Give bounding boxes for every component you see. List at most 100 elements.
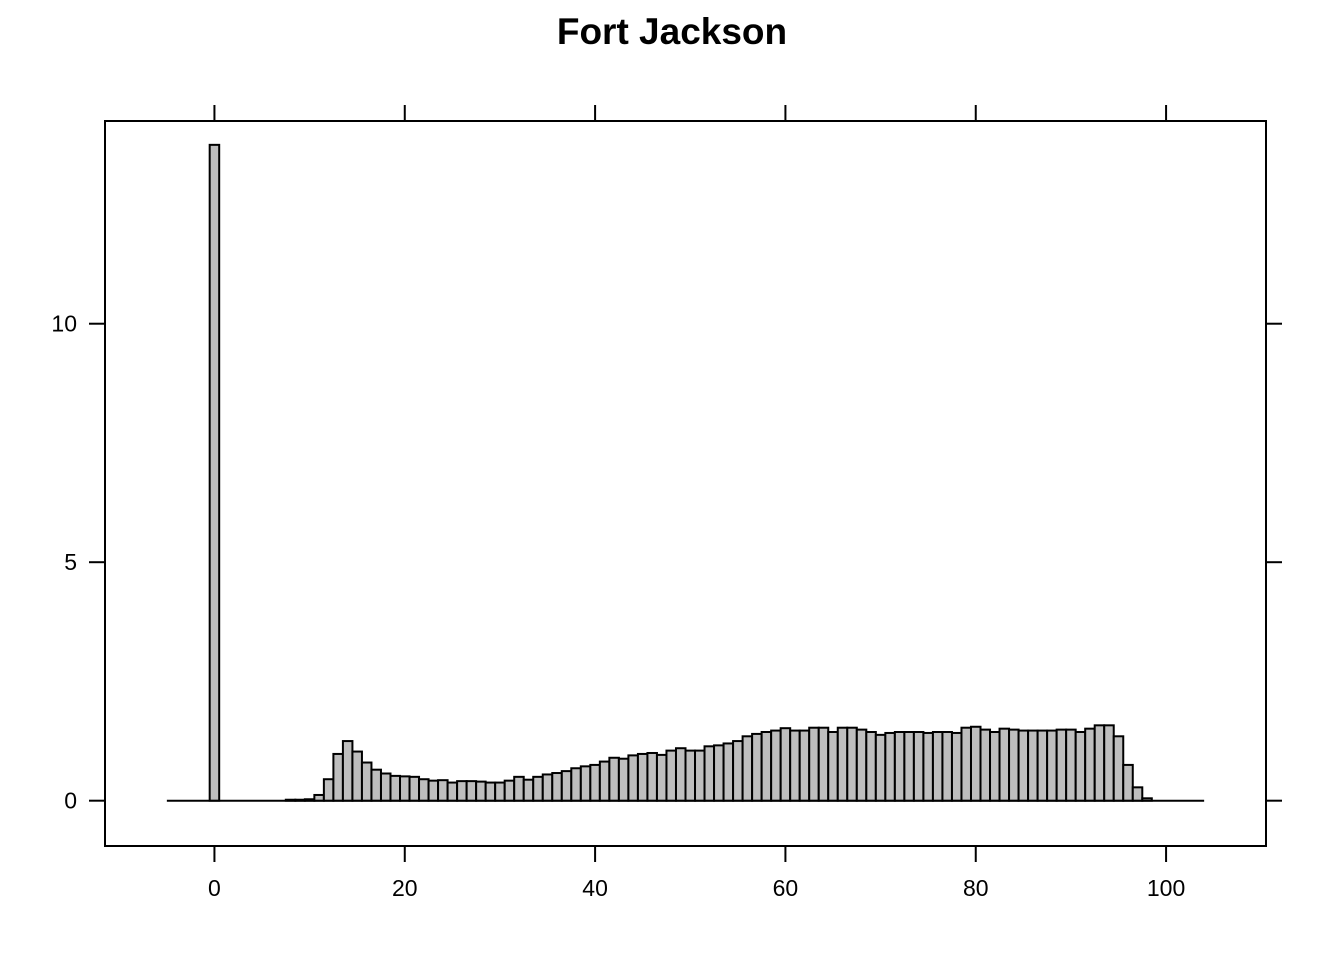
histogram-bar: [418, 778, 430, 802]
histogram-bar: [560, 770, 573, 802]
histogram-bar: [817, 726, 830, 802]
x-tick-label: 40: [582, 875, 608, 901]
histogram-bar: [617, 757, 630, 802]
histogram-bar: [751, 732, 763, 802]
histogram-bar: [503, 779, 516, 802]
histogram-bar: [551, 772, 563, 802]
histogram-bar: [446, 781, 459, 802]
histogram-bar: [989, 731, 1001, 802]
histogram-bar: [484, 781, 497, 802]
histogram-bar: [884, 731, 896, 802]
histogram-bar: [1055, 728, 1068, 802]
histogram-bar: [865, 731, 877, 802]
histogram-bar: [855, 728, 868, 802]
histogram-bar: [284, 798, 297, 802]
histogram-bar: [351, 750, 363, 802]
histogram-bar: [532, 775, 544, 802]
histogram-bar: [437, 779, 449, 802]
y-tick-label: 10: [51, 311, 77, 337]
histogram-bar: [1122, 763, 1134, 802]
x-tick-label: 0: [208, 875, 221, 901]
histogram-bar: [665, 749, 677, 802]
histogram-bar: [427, 779, 440, 802]
histogram-bar: [579, 765, 592, 802]
histogram-bar: [322, 778, 335, 802]
x-tick-label: 20: [392, 875, 418, 901]
histogram-bar: [1008, 728, 1020, 802]
histogram-bar: [808, 726, 820, 802]
histogram-bar: [694, 749, 706, 802]
histogram-bar: [960, 726, 972, 802]
histogram-bar: [1131, 786, 1144, 802]
histogram-bar: [494, 781, 506, 802]
histogram-bar: [1141, 797, 1153, 802]
histogram-bar: [408, 775, 421, 802]
histogram-bar: [1017, 729, 1030, 802]
histogram-bar: [589, 763, 601, 802]
plot-frame: [104, 120, 1267, 847]
histogram-bar: [722, 742, 735, 802]
histogram-bar: [303, 798, 316, 802]
histogram-bar: [732, 740, 744, 802]
histogram-bar: [598, 760, 611, 802]
histogram-bar: [674, 747, 687, 802]
x-tick-label: 60: [773, 875, 799, 901]
histogram-bar: [341, 740, 354, 802]
histogram-bar: [874, 733, 887, 802]
histogram-bar: [522, 778, 535, 802]
histogram-bar: [922, 731, 934, 802]
histogram-bar: [741, 735, 754, 802]
axes-group: 0 20 40 60 80 100 0 5 10: [51, 105, 1282, 901]
histogram-bar: [208, 143, 221, 802]
histogram-bar: [979, 728, 992, 802]
y-tick-label: 5: [64, 549, 77, 575]
histogram-bar: [646, 751, 658, 802]
histogram-bar: [684, 749, 697, 802]
histogram-bar: [1074, 731, 1087, 802]
bars-group: [166, 143, 1205, 802]
histogram-bar: [798, 729, 811, 802]
histogram-bar: [789, 729, 801, 802]
histogram-bar: [703, 745, 716, 802]
histogram-bar: [1084, 727, 1096, 802]
histogram-bar: [541, 773, 554, 802]
histogram-bar: [1046, 729, 1058, 802]
histogram-bar: [903, 731, 915, 802]
histogram-bar: [1093, 724, 1106, 802]
histogram-bar: [332, 752, 344, 802]
histogram-bar: [379, 772, 392, 802]
histogram-bar: [1027, 729, 1039, 802]
histogram-bar: [1036, 729, 1049, 802]
histogram-bar: [360, 761, 373, 802]
histogram-bar: [570, 767, 582, 802]
histogram-bar: [893, 731, 906, 802]
histogram-bar: [846, 726, 858, 802]
histogram-bar: [779, 727, 792, 802]
histogram-bar: [627, 754, 639, 802]
histogram-bar: [969, 725, 982, 802]
histogram-bar: [608, 756, 620, 802]
histogram-bar: [713, 744, 725, 802]
histogram-bar: [465, 780, 478, 802]
histogram-bar: [998, 727, 1011, 802]
histogram-bar: [1065, 728, 1077, 802]
histogram-bar: [912, 731, 925, 802]
chart-title: Fort Jackson: [557, 11, 787, 52]
x-tick-label: 100: [1147, 875, 1185, 901]
y-tick-label: 0: [64, 788, 77, 814]
histogram-bar: [836, 726, 849, 802]
histogram-bar: [313, 793, 325, 802]
histogram-bar: [1112, 735, 1125, 802]
histogram-bar: [941, 731, 953, 802]
histogram-bar: [513, 775, 525, 802]
histogram-bar: [827, 731, 839, 802]
histogram-bar: [456, 780, 468, 802]
histogram-bar: [931, 731, 944, 802]
histogram-bar: [370, 768, 382, 802]
histogram-bar: [475, 780, 487, 802]
histogram-bar: [389, 774, 402, 802]
histogram-bar: [636, 752, 649, 802]
x-tick-label: 80: [963, 875, 989, 901]
